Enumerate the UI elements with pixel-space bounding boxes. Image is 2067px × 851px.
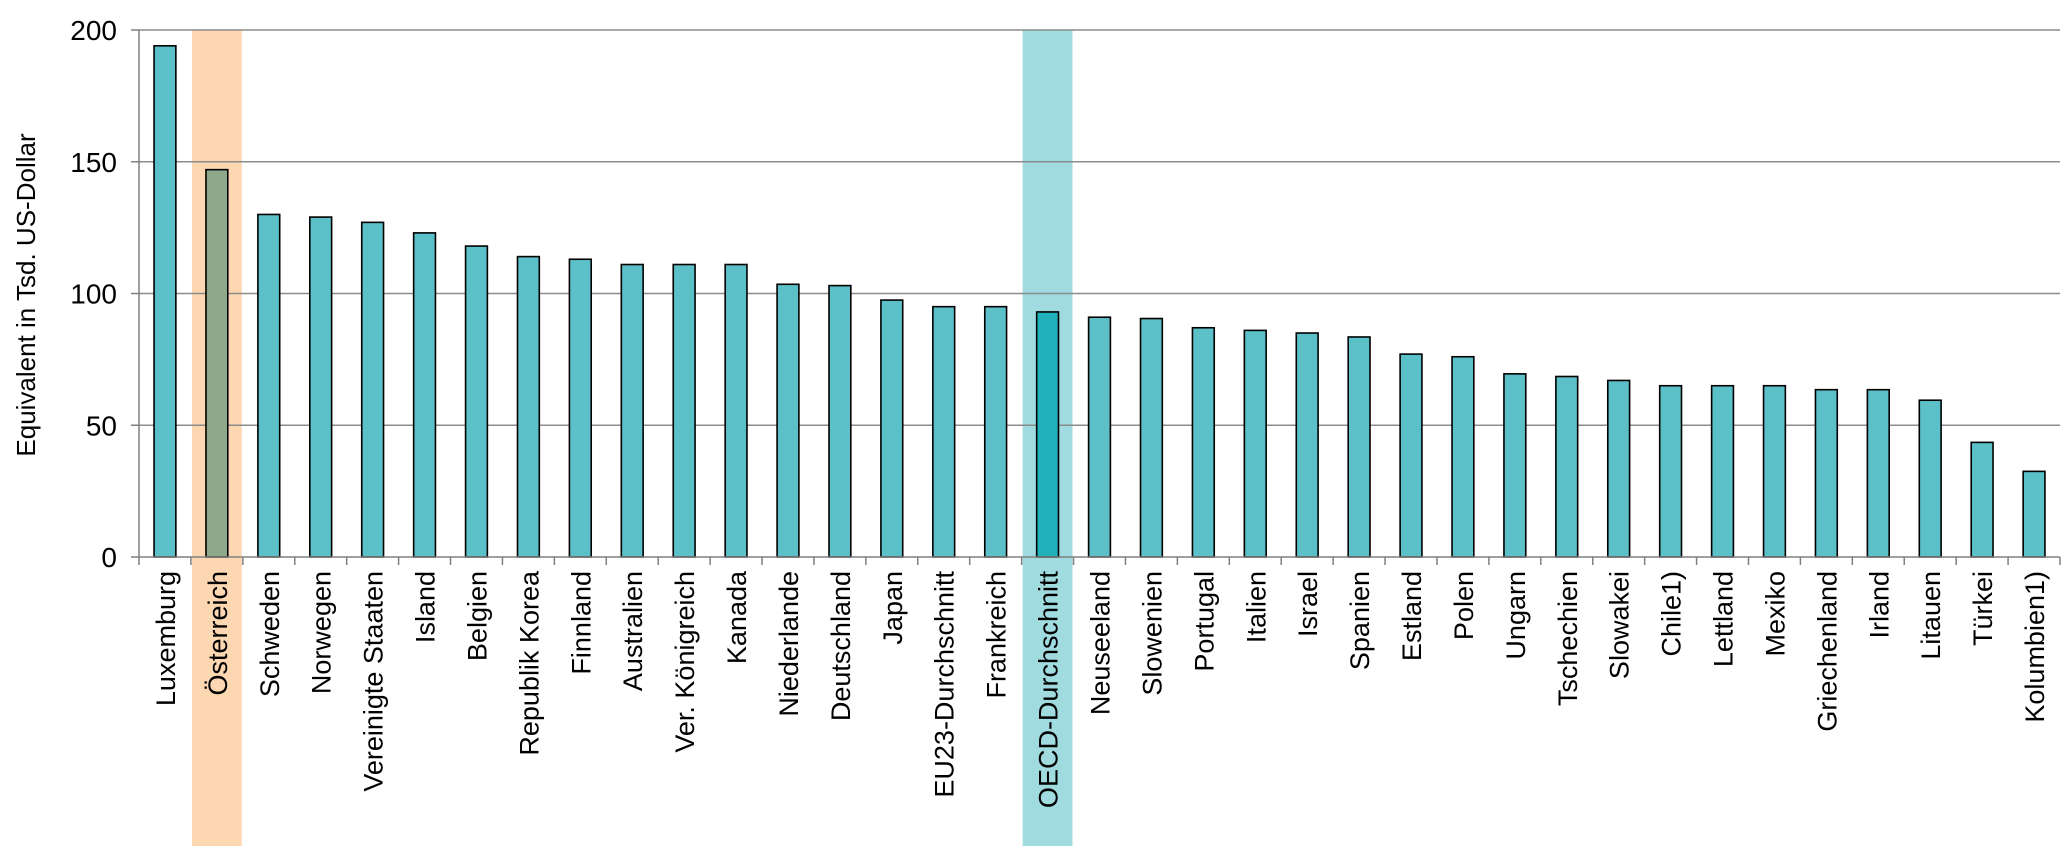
bar xyxy=(1243,329,1267,558)
x-category-label: Ungarn xyxy=(1501,571,1531,660)
bar xyxy=(1658,384,1683,558)
x-category-labels: Luxemburg Österreich Schweden Norwegen Verei… xyxy=(151,570,2050,808)
x-category-label: Italien xyxy=(1241,571,1271,643)
bar xyxy=(1295,332,1319,558)
bar xyxy=(776,283,800,558)
bar xyxy=(620,263,644,558)
x-category-label: Griechenland xyxy=(1812,571,1842,732)
bar xyxy=(1399,353,1423,558)
x-category-label: Belgien xyxy=(462,571,492,661)
bar xyxy=(1710,384,1735,558)
bar xyxy=(1606,379,1631,558)
x-category-label: Finnland xyxy=(566,571,596,675)
x-category-label: Island xyxy=(411,571,441,643)
x-category-label: Frankreich xyxy=(982,571,1012,699)
y-axis-title: Equivalent in Tsd. US-Dollar xyxy=(11,133,41,457)
bar xyxy=(932,305,956,558)
x-category-label: Österreich xyxy=(203,571,233,696)
bar xyxy=(568,258,593,558)
x-category-label: Chile1) xyxy=(1657,571,1687,657)
bar xyxy=(1035,311,1060,558)
bar xyxy=(880,299,904,558)
bar xyxy=(1762,384,1787,558)
bar xyxy=(464,245,489,558)
x-category-label: Japan xyxy=(878,571,908,645)
x-category-label: Irland xyxy=(1864,571,1894,639)
x-category-label: Schweden xyxy=(255,571,285,697)
x-category-label: Niederlande xyxy=(774,571,804,717)
bar xyxy=(1191,326,1216,558)
bar xyxy=(2022,470,2046,558)
bar xyxy=(672,263,696,558)
bar xyxy=(412,232,437,558)
bar xyxy=(360,221,385,558)
bar xyxy=(1503,373,1527,558)
bar xyxy=(1918,399,1942,558)
bar xyxy=(1451,355,1475,558)
x-category-label: Israel xyxy=(1293,571,1323,637)
y-tick-label: 0 xyxy=(101,542,117,573)
bar xyxy=(309,216,333,558)
bar xyxy=(1866,388,1890,558)
x-category-label: Mexiko xyxy=(1760,571,1790,657)
axes xyxy=(131,29,2061,565)
bar xyxy=(257,213,281,558)
x-category-label: Slowenien xyxy=(1137,571,1167,696)
x-category-label: Spanien xyxy=(1345,571,1375,670)
x-category-label: Australien xyxy=(618,571,648,691)
bar xyxy=(724,263,748,558)
x-category-label: Tschechien xyxy=(1553,571,1583,706)
bar xyxy=(153,45,177,558)
x-category-label: Polen xyxy=(1449,571,1479,640)
bar xyxy=(1814,388,1839,558)
x-category-label: Norwegen xyxy=(307,571,337,694)
y-tick-label: 200 xyxy=(70,15,117,46)
x-category-label: Slowakei xyxy=(1605,571,1635,679)
y-tick-label: 100 xyxy=(70,279,117,310)
x-category-label: Ver. Königreich xyxy=(670,571,700,753)
x-category-label: Kanada xyxy=(722,570,752,664)
x-category-label: Estland xyxy=(1397,571,1427,661)
x-category-label: Vereinigte Staaten xyxy=(359,571,389,792)
bar xyxy=(1139,317,1164,558)
bar xyxy=(828,284,852,558)
x-category-label: Republik Korea xyxy=(514,570,544,756)
x-category-label: Neuseeland xyxy=(1086,571,1116,715)
x-category-label: Litauen xyxy=(1916,571,1946,660)
bars xyxy=(153,45,2046,558)
bar xyxy=(205,168,229,558)
bar xyxy=(1347,336,1371,558)
bar xyxy=(1087,316,1112,558)
x-category-label: EU23-Durchschnitt xyxy=(930,571,960,798)
bar xyxy=(516,255,541,558)
x-category-label: Lettland xyxy=(1709,571,1739,667)
x-category-label: Kolumbien1) xyxy=(2020,571,2050,723)
bar xyxy=(1555,375,1579,558)
x-category-label: Luxemburg xyxy=(151,571,181,706)
x-category-label: Portugal xyxy=(1189,571,1219,672)
x-category-label: Deutschland xyxy=(826,571,856,721)
x-category-label: Türkei xyxy=(1968,571,1998,646)
x-category-label: OECD-Durchschnitt xyxy=(1034,571,1064,809)
y-tick-labels: 0 50 100 150 200 xyxy=(70,15,117,573)
y-tick-label: 50 xyxy=(86,410,117,441)
bar xyxy=(983,305,1008,558)
y-tick-label: 150 xyxy=(70,147,117,178)
bar xyxy=(1970,441,1994,558)
